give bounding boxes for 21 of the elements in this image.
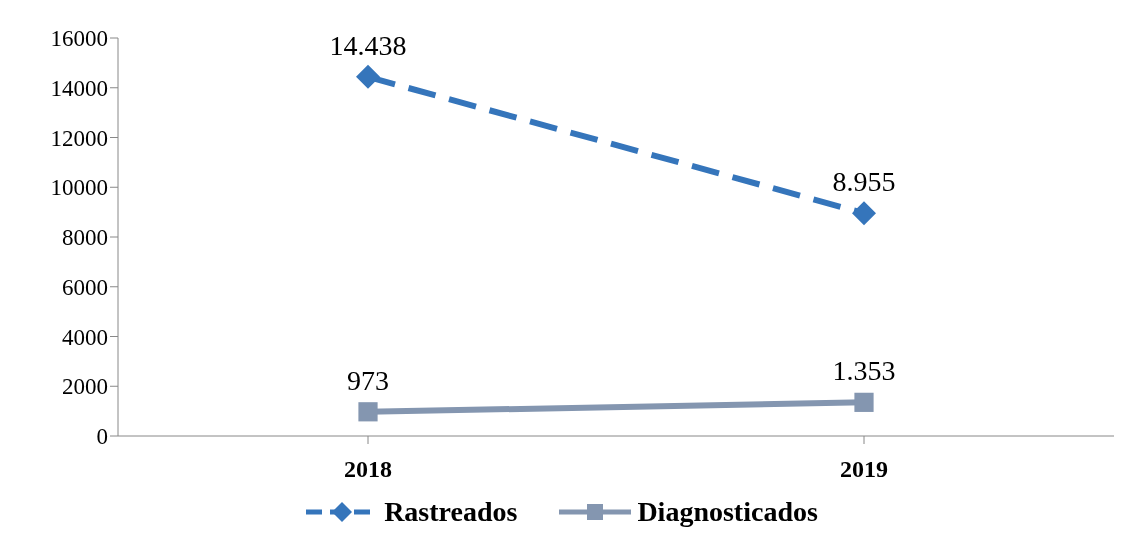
x-tick-label: 2019 [840, 456, 888, 483]
y-tick-label: 14000 [50, 75, 108, 101]
data-label: 973 [347, 364, 389, 396]
y-tick-label: 6000 [62, 274, 108, 300]
y-tick-label: 16000 [50, 26, 108, 52]
legend-label: Diagnosticados [637, 496, 818, 528]
y-tick-label: 8000 [62, 225, 108, 251]
y-tick-label: 2000 [62, 374, 108, 400]
point [356, 64, 380, 89]
data-label: 1.353 [832, 355, 896, 387]
y-tick-label: 10000 [50, 175, 108, 201]
point [854, 392, 874, 412]
y-tick-label: 4000 [62, 324, 108, 350]
data-label: 8.955 [832, 166, 896, 198]
data-label: 14.438 [329, 29, 407, 61]
y-tick-label: 12000 [50, 125, 108, 151]
y-tick-label: 0 [96, 424, 108, 450]
point [852, 201, 876, 226]
legend-label: Rastreados [384, 496, 518, 528]
x-tick-label: 2018 [344, 456, 392, 483]
point [358, 402, 378, 422]
